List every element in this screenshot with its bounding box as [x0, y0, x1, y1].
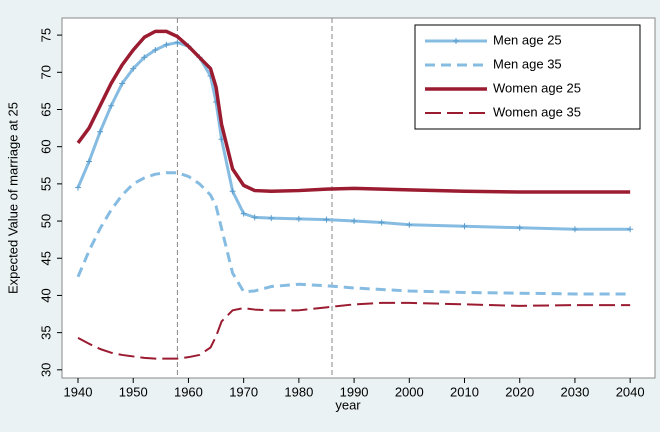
legend-label: Women age 35 [493, 104, 581, 119]
x-tick-label: 2010 [450, 384, 479, 399]
x-tick-label: 1970 [229, 384, 258, 399]
y-tick-label: 65 [38, 102, 53, 116]
x-tick-label: 2030 [560, 384, 589, 399]
x-tick-label: 1960 [174, 384, 203, 399]
y-axis-title: Expected Value of marriage at 25 [5, 102, 20, 294]
x-axis-title: year [335, 397, 361, 412]
x-tick-label: 1950 [119, 384, 148, 399]
y-tick-label: 35 [38, 325, 53, 339]
y-tick-label: 45 [38, 251, 53, 265]
y-tick-label: 75 [38, 28, 53, 42]
legend-label: Men age 25 [493, 32, 562, 47]
y-tick-label: 60 [38, 139, 53, 153]
x-tick-label: 1990 [340, 384, 369, 399]
legend-label: Men age 35 [493, 56, 562, 71]
legend-label: Women age 25 [493, 80, 581, 95]
x-tick-label: 1940 [64, 384, 93, 399]
y-tick-label: 70 [38, 65, 53, 79]
y-tick-label: 30 [38, 363, 53, 377]
y-tick-label: 55 [38, 177, 53, 191]
x-tick-label: 2000 [395, 384, 424, 399]
y-tick-label: 50 [38, 214, 53, 228]
y-tick-label: 40 [38, 288, 53, 302]
x-tick-label: 2020 [505, 384, 534, 399]
x-tick-label: 1980 [284, 384, 313, 399]
x-tick-label: 2040 [616, 384, 645, 399]
